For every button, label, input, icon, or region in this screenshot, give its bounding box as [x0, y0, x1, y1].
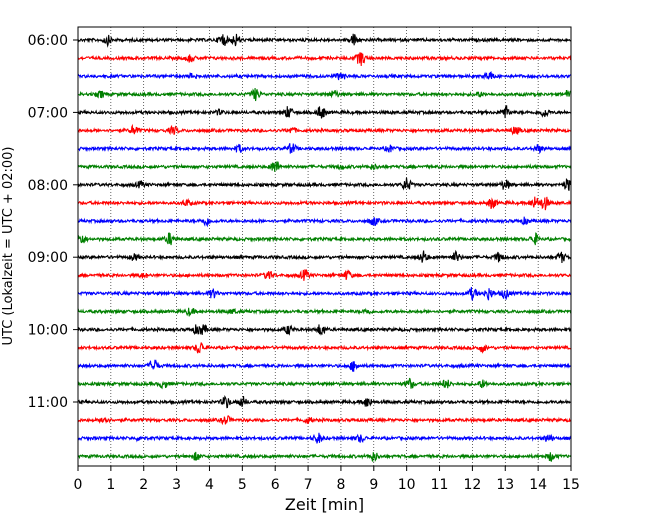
x-tick-label: 2 [139, 477, 148, 493]
seismogram-trace [77, 51, 572, 67]
seismogram-trace [77, 395, 572, 409]
x-tick-label: 7 [304, 477, 313, 493]
seismogram-trace [77, 415, 572, 426]
seismogram-trace [77, 87, 572, 102]
seismogram-trace [77, 161, 572, 172]
x-tick-label: 15 [562, 477, 580, 493]
x-tick-label: 0 [74, 477, 83, 493]
y-tick-label: 06:00 [28, 33, 68, 49]
x-tick-label: 11 [431, 477, 449, 493]
seismogram-trace [77, 287, 572, 301]
seismogram-trace [77, 123, 572, 136]
plot-frame [77, 26, 572, 467]
seismogram-trace [77, 177, 572, 191]
y-tick-label: 11:00 [28, 395, 68, 411]
seismogram-trace [77, 451, 572, 463]
x-tick-label: 8 [336, 477, 345, 493]
seismogram-trace [77, 324, 572, 336]
seismogram-trace [77, 342, 572, 354]
vertical-grid [110, 27, 539, 466]
x-axis-ticks: 0 1 2 3 4 5 6 7 8 9 10 11 12 13 14 15 [74, 466, 580, 493]
y-tick-label: 08:00 [28, 178, 68, 194]
seismogram-trace [77, 216, 572, 228]
seismogram-trace [77, 33, 572, 48]
x-tick-label: 10 [398, 477, 416, 493]
x-tick-label: 3 [172, 477, 181, 493]
y-tick-label: 09:00 [28, 250, 68, 266]
seismogram-trace [77, 307, 572, 317]
y-tick-label: 10:00 [28, 323, 68, 339]
seismogram-trace [77, 432, 572, 444]
seismogram-trace [77, 71, 572, 81]
seismogram-trace [77, 143, 572, 155]
seismogram-trace [77, 105, 572, 119]
x-tick-label: 9 [369, 477, 378, 493]
seismogram-trace [77, 377, 572, 390]
seismogram-trace [77, 196, 572, 211]
y-axis-ticks: 06:00 07:00 08:00 09:00 10:00 11:00 [28, 33, 78, 411]
seismogram-trace [77, 359, 572, 372]
seismogram-traces [77, 33, 572, 463]
seismogram-trace [77, 249, 572, 264]
x-tick-label: 4 [205, 477, 214, 493]
seismogram-trace [77, 269, 572, 281]
y-axis-label: UTC (Lokalzeit = UTC + 02:00) [1, 147, 16, 346]
x-tick-label: 13 [496, 477, 514, 493]
x-tick-label: 5 [238, 477, 247, 493]
x-tick-label: 6 [271, 477, 280, 493]
seismogram-trace [77, 232, 572, 246]
x-tick-label: 12 [463, 477, 481, 493]
x-tick-label: 14 [529, 477, 547, 493]
y-tick-label: 07:00 [28, 105, 68, 121]
x-axis-label: Zeit [min] [285, 495, 364, 514]
x-tick-label: 1 [106, 477, 115, 493]
